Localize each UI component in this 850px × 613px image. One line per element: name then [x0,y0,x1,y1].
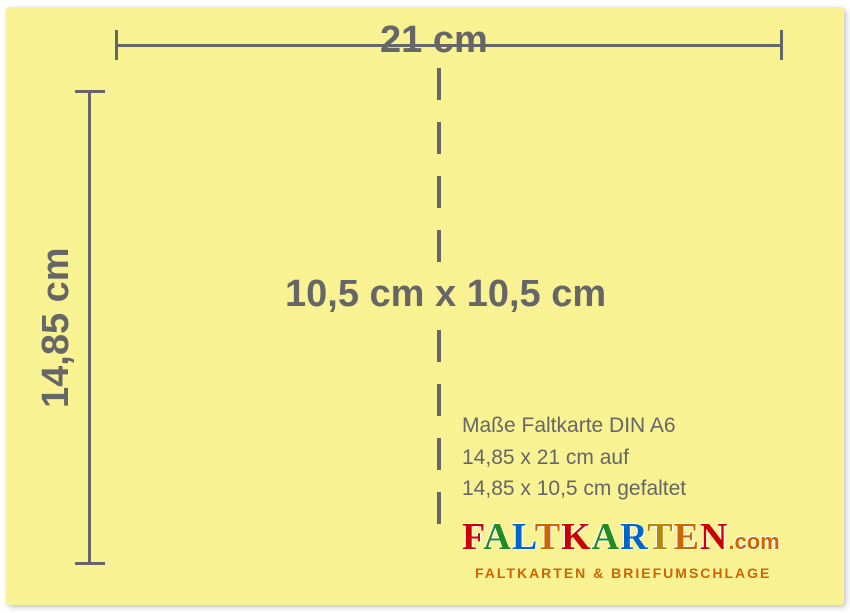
logo-letter: T [535,516,561,558]
logo-letter: A [592,516,620,558]
logo-letter: L [512,516,535,558]
details-line-2: 14,85 x 21 cm auf [462,442,686,474]
logo-letter: F [462,516,483,558]
center-dimensions-label: 10,5 cm x 10,5 cm [285,273,606,316]
brand-tagline: FALTKARTEN & BRIEFUMSCHLAGE [475,565,771,581]
brand-logo: FALTKARTEN.com [462,515,780,559]
height-label: 14,85 cm [35,247,78,408]
details-block: Maße Faltkarte DIN A6 14,85 x 21 cm auf … [462,410,686,505]
logo-tld: .com [728,529,779,554]
logo-letter: T [647,516,673,558]
details-line-3: 14,85 x 10,5 cm gefaltet [462,473,686,505]
logo-letter: A [483,516,511,558]
logo-letter: K [561,516,592,558]
width-label: 21 cm [380,19,488,62]
logo-letter: E [674,516,700,558]
logo-letter: N [700,516,728,558]
logo-letter: R [620,516,647,558]
details-line-1: Maße Faltkarte DIN A6 [462,410,686,442]
